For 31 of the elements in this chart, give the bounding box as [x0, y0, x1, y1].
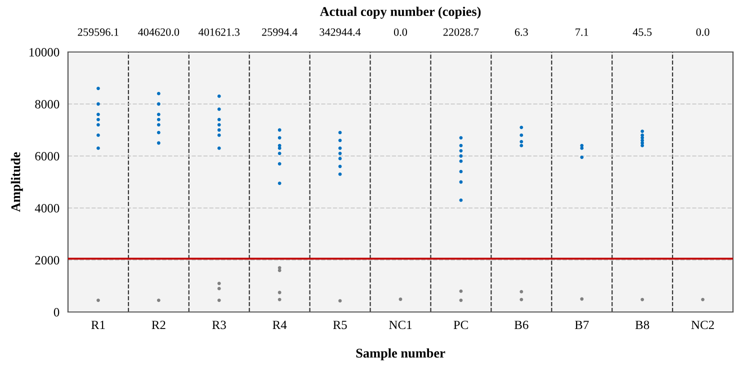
x-tick-label: PC: [454, 320, 468, 330]
y-axis-title: Amplitude: [10, 152, 23, 212]
text: 401621.3: [198, 28, 240, 36]
x-tick-label: R1: [91, 320, 105, 330]
y-tick-label: 6000: [35, 152, 60, 160]
x-tick-label: R2: [152, 320, 166, 330]
x-tick-label: R5: [333, 320, 347, 330]
chart-title: Actual copy number (copies): [320, 6, 481, 19]
text: 0.0: [696, 28, 710, 36]
text: 22028.7: [443, 28, 479, 36]
x-tick-label: B6: [514, 320, 528, 330]
x-tick-label: NC1: [389, 320, 412, 330]
text: 25994.4: [262, 28, 298, 36]
y-tick-label: 10000: [30, 48, 60, 56]
text: 259596.1: [78, 28, 118, 36]
x-tick-label: R4: [272, 320, 287, 330]
y-tick-label: 0: [54, 308, 60, 316]
x-tick-label: R3: [212, 320, 226, 330]
x-tick-label: NC2: [691, 320, 714, 330]
x-tick-label: B8: [635, 320, 650, 330]
text: 45.5: [632, 28, 652, 36]
text: 404620.0: [138, 28, 180, 36]
y-tick-label: 2000: [35, 256, 60, 264]
x-axis-title: Sample number: [356, 348, 446, 360]
y-tick-label: 8000: [35, 100, 60, 108]
text: 6.3: [514, 28, 528, 36]
text: 342944.4: [320, 28, 361, 36]
y-tick-label: 4000: [34, 204, 60, 212]
x-tick-label: B7: [574, 320, 589, 330]
text: 7.1: [576, 28, 588, 36]
text: 0.0: [394, 28, 408, 36]
